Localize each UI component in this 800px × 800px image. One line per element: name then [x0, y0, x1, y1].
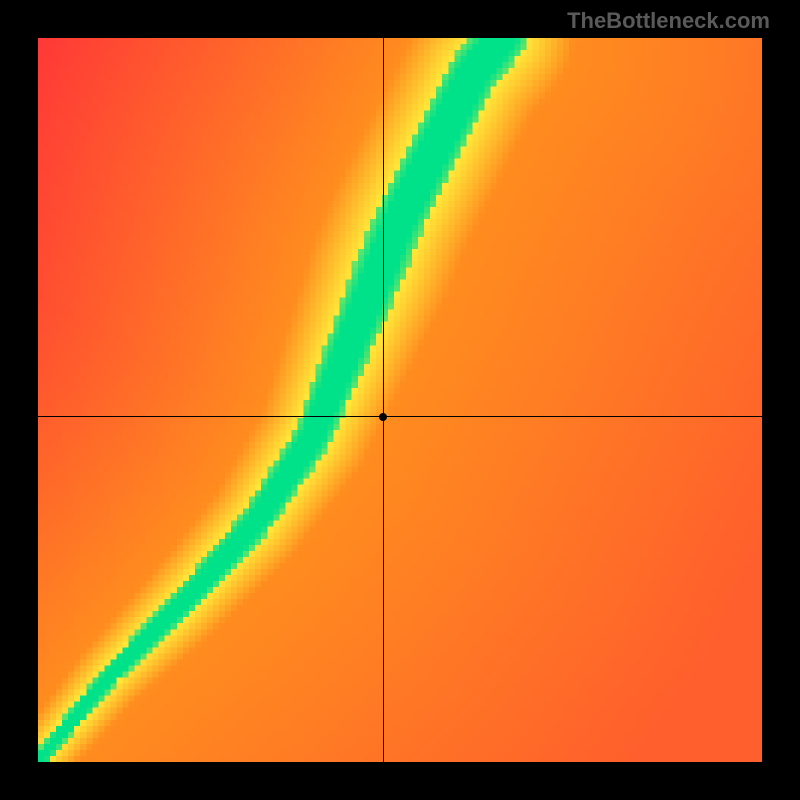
crosshair-vertical: [383, 38, 384, 762]
crosshair-horizontal: [38, 416, 762, 417]
chart-container: TheBottleneck.com: [0, 0, 800, 800]
crosshair-dot: [379, 413, 387, 421]
watermark-text: TheBottleneck.com: [567, 8, 770, 34]
bottleneck-heatmap: [38, 38, 762, 762]
